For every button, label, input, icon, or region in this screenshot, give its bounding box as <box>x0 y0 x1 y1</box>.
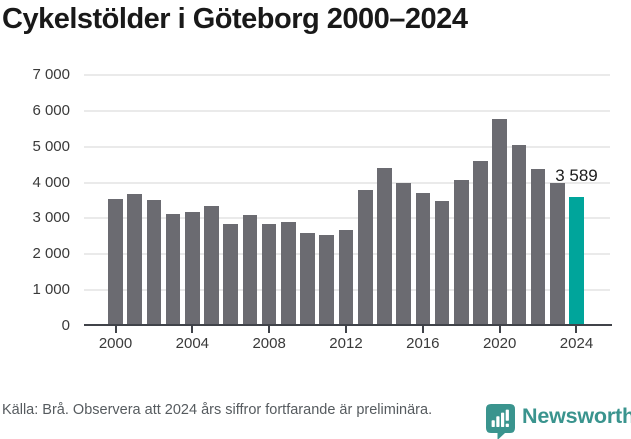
source-note: Källa: Brå. Observera att 2024 års siffr… <box>2 402 433 418</box>
x-axis-label: 2008 <box>252 335 286 352</box>
bar-2004 <box>185 211 200 326</box>
bar-2022 <box>530 168 546 326</box>
bar-2023 <box>549 183 565 326</box>
y-axis-label: 2 000 <box>32 245 70 263</box>
x-axis-tick <box>575 326 578 333</box>
bar-2000 <box>108 198 123 326</box>
bar-2020 <box>492 119 507 326</box>
x-axis-label: 2012 <box>329 335 363 352</box>
bar-2002 <box>146 199 162 326</box>
bar-2011 <box>319 234 335 326</box>
bar-2021 <box>511 144 527 326</box>
y-axis-label: 6 000 <box>32 101 70 119</box>
x-axis-tick <box>268 326 271 333</box>
gridline <box>84 217 610 220</box>
chart-title: Cykelstölder i Göteborg 2000–2024 <box>2 3 468 35</box>
bar-2012 <box>338 229 354 326</box>
x-axis-label: 2000 <box>98 335 133 352</box>
y-axis-label: 7 000 <box>32 66 70 83</box>
bar-2005 <box>204 205 219 326</box>
newsworthy-logo-icon <box>486 404 515 439</box>
bar-2019 <box>473 160 488 326</box>
x-axis-label: 2020 <box>482 335 517 352</box>
newsworthy-brand-name: Newsworthy <box>522 404 631 428</box>
x-axis-tick <box>498 326 501 333</box>
x-axis-tick <box>344 326 347 333</box>
bar-2024 <box>569 197 584 326</box>
gridline <box>84 181 610 184</box>
bar-2015 <box>396 183 411 326</box>
bar-2003 <box>165 213 181 326</box>
y-axis-label: 5 000 <box>32 137 70 155</box>
gridline <box>84 109 610 112</box>
y-axis-label: 1 000 <box>32 281 70 299</box>
x-axis-tick <box>421 326 424 333</box>
newsworthy-brand: Newsworthy <box>486 403 631 439</box>
y-axis-label: 4 000 <box>32 173 70 191</box>
x-axis-label: 2004 <box>175 335 210 352</box>
x-axis-tick <box>191 326 194 333</box>
gridline <box>84 145 610 148</box>
bar-2014 <box>377 168 392 326</box>
bar-2016 <box>415 193 431 326</box>
y-axis-label: 3 000 <box>32 209 70 227</box>
bar-2001 <box>127 193 142 326</box>
bar-2013 <box>357 190 373 326</box>
bar-2006 <box>223 223 239 326</box>
highlight-value-label: 3 589 <box>555 166 598 186</box>
bar-2018 <box>453 180 469 326</box>
bar-2009 <box>281 222 296 326</box>
y-axis-label: 0 <box>61 317 70 334</box>
x-axis-line <box>84 324 612 326</box>
bar-2007 <box>242 214 258 326</box>
x-axis-tick <box>114 326 117 333</box>
x-axis-label: 2024 <box>559 335 594 352</box>
x-axis-label: 2016 <box>406 335 440 352</box>
bar-2017 <box>434 200 450 326</box>
bar-2008 <box>261 223 277 326</box>
bar-2010 <box>300 233 315 326</box>
plot-area <box>84 74 610 326</box>
gridline <box>84 74 610 76</box>
